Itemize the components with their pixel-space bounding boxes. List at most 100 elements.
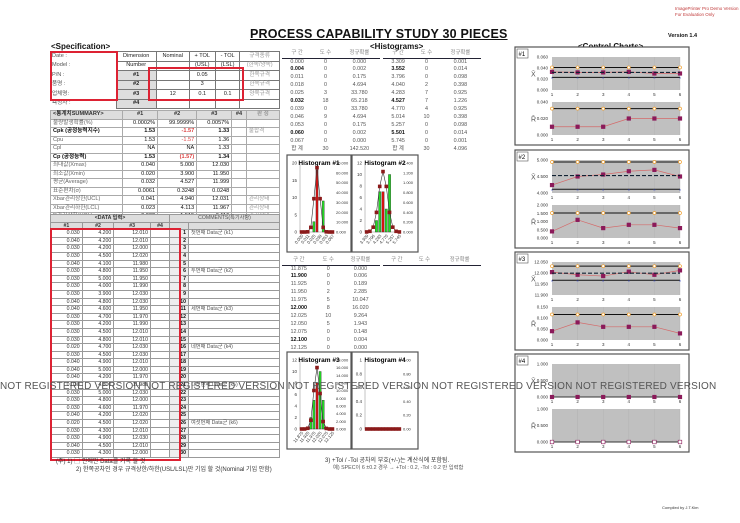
svg-text:20.000: 20.000	[336, 210, 349, 215]
histogram-row: 0.004 0 0.002	[290, 66, 367, 73]
svg-text:×: ×	[551, 187, 554, 192]
svg-text:14.000: 14.000	[336, 373, 349, 378]
svg-text:0.067: 0.067	[324, 233, 335, 245]
svg-text:5: 5	[653, 137, 656, 142]
histogram-row: 11.925 0 0.189	[290, 281, 368, 288]
svg-text:4: 4	[628, 342, 631, 347]
comment-cell[interactable]	[188, 449, 280, 458]
histogram-row: 5.745 0 0.001	[391, 138, 468, 145]
svg-text:4.500: 4.500	[537, 174, 549, 179]
svg-text:8: 8	[359, 184, 362, 189]
svg-text:×: ×	[628, 75, 631, 80]
svg-text:10.000: 10.000	[336, 220, 349, 225]
svg-text:0.040: 0.040	[537, 66, 549, 71]
svg-text:0.500: 0.500	[537, 378, 549, 383]
svg-text:×: ×	[679, 187, 682, 192]
svg-text:8: 8	[294, 381, 297, 386]
svg-text:2.000: 2.000	[336, 419, 347, 424]
svg-text:10: 10	[357, 172, 363, 177]
svg-text:50.000: 50.000	[336, 180, 349, 185]
histogram-row: 12.125 0 0.000	[290, 345, 368, 352]
svg-text:1.000: 1.000	[537, 407, 549, 412]
svg-text:1: 1	[551, 444, 554, 449]
svg-text:6: 6	[294, 392, 297, 397]
svg-text:×: ×	[576, 187, 579, 192]
svg-text:30.000: 30.000	[336, 200, 349, 205]
histogram-row: 11.900 0 0.006	[290, 273, 368, 280]
svg-text:0.20: 0.20	[403, 413, 412, 418]
svg-text:5.257: 5.257	[385, 233, 396, 245]
svg-text:0.8: 0.8	[356, 371, 363, 376]
svg-text:6: 6	[679, 297, 682, 302]
svg-text:2: 2	[576, 342, 579, 347]
tolerance-input-box	[148, 67, 244, 101]
summary-row: Cpu 1.53 -1.57 1.36	[49, 135, 281, 145]
svg-text:4: 4	[628, 195, 631, 200]
svg-text:12.000: 12.000	[534, 271, 548, 276]
svg-text:×: ×	[602, 187, 605, 192]
svg-text:18.000: 18.000	[336, 358, 349, 363]
data-row: 0.040 4.200 11.970 20	[50, 373, 280, 383]
svg-text:1.000: 1.000	[537, 219, 549, 224]
svg-text:0.000: 0.000	[336, 230, 347, 235]
histogram-row: 0.067 0 0.000	[290, 138, 367, 145]
svg-text:0.200: 0.200	[403, 220, 414, 225]
page-title: PROCESS CAPABILITY STUDY 30 PIECES	[250, 27, 508, 41]
svg-text:0: 0	[359, 230, 362, 235]
svg-text:20: 20	[292, 161, 298, 166]
note-3: 3) +Tol / -Tol 공차의 부호(+/-)는 계산식에 포함됨.	[325, 458, 450, 464]
histogram-row: 4.527 7 1.226	[391, 98, 468, 105]
svg-text:10.000: 10.000	[336, 388, 349, 393]
svg-text:#4: #4	[519, 359, 526, 365]
svg-text:6: 6	[679, 342, 682, 347]
svg-text:0.800: 0.800	[403, 190, 414, 195]
histogram-row: 0.046 9 4.694	[290, 114, 367, 121]
svg-text:5: 5	[653, 399, 656, 404]
histograms-heading: <Histograms>	[370, 42, 424, 51]
svg-text:0.100: 0.100	[537, 316, 549, 321]
svg-text:40.000: 40.000	[336, 190, 349, 195]
svg-text:2: 2	[576, 137, 579, 142]
svg-text:Histogram #2: Histogram #2	[364, 160, 406, 167]
summary-row: Xbar관리하한(LCL) 0.023 4.113 11.967 관리상태	[49, 203, 281, 213]
svg-text:0.80: 0.80	[403, 371, 412, 376]
histogram-row: 5.014 10 0.398	[391, 114, 468, 121]
svg-text:0.060: 0.060	[537, 55, 549, 60]
svg-text:0.600: 0.600	[403, 200, 414, 205]
version-label: Version 1.4	[668, 33, 698, 39]
svg-text:15: 15	[292, 178, 298, 183]
svg-text:1: 1	[551, 92, 554, 97]
svg-text:70.000: 70.000	[336, 161, 349, 166]
svg-text:4: 4	[628, 240, 631, 245]
svg-text:2: 2	[359, 218, 362, 223]
svg-text:0.053: 0.053	[318, 233, 329, 245]
svg-text:×: ×	[551, 278, 554, 283]
demo-notice: ImagePrinter Pro Demo Version For Evaluat…	[675, 6, 739, 17]
svg-text:12: 12	[357, 161, 363, 166]
svg-text:0.4: 0.4	[356, 399, 363, 404]
svg-text:1: 1	[551, 240, 554, 245]
svg-text:0.60: 0.60	[403, 385, 412, 390]
svg-text:0.400: 0.400	[403, 210, 414, 215]
svg-text:1: 1	[551, 399, 554, 404]
histogram-row: 5.501 0 0.014	[391, 130, 468, 137]
histogram-row: 3.309 0 0.001	[391, 58, 468, 65]
svg-text:5: 5	[653, 240, 656, 245]
svg-text:0.000: 0.000	[537, 133, 549, 138]
svg-text:×: ×	[653, 75, 656, 80]
svg-text:0.000: 0.000	[537, 88, 549, 93]
svg-text:4: 4	[628, 399, 631, 404]
svg-text:10: 10	[292, 195, 298, 200]
svg-text:Histogram #3: Histogram #3	[298, 357, 340, 364]
note-1: (주) 1) ▢ 안에만 Data를 기록 할 것	[56, 459, 146, 465]
svg-text:X̄: X̄	[531, 377, 536, 385]
histogram-row: 3.796 0 0.098	[391, 74, 468, 81]
svg-text:3: 3	[602, 137, 605, 142]
svg-text:0.000: 0.000	[403, 230, 414, 235]
svg-text:0.000: 0.000	[537, 338, 549, 343]
note-2: 2) 한쪽공차인 경우 규격상한/하한(USL/LSL)만 기입 할 것(Nom…	[76, 467, 272, 473]
svg-text:0.000: 0.000	[537, 440, 549, 445]
svg-text:5: 5	[653, 195, 656, 200]
histogram-row: 5.257 0 0.098	[391, 122, 468, 129]
